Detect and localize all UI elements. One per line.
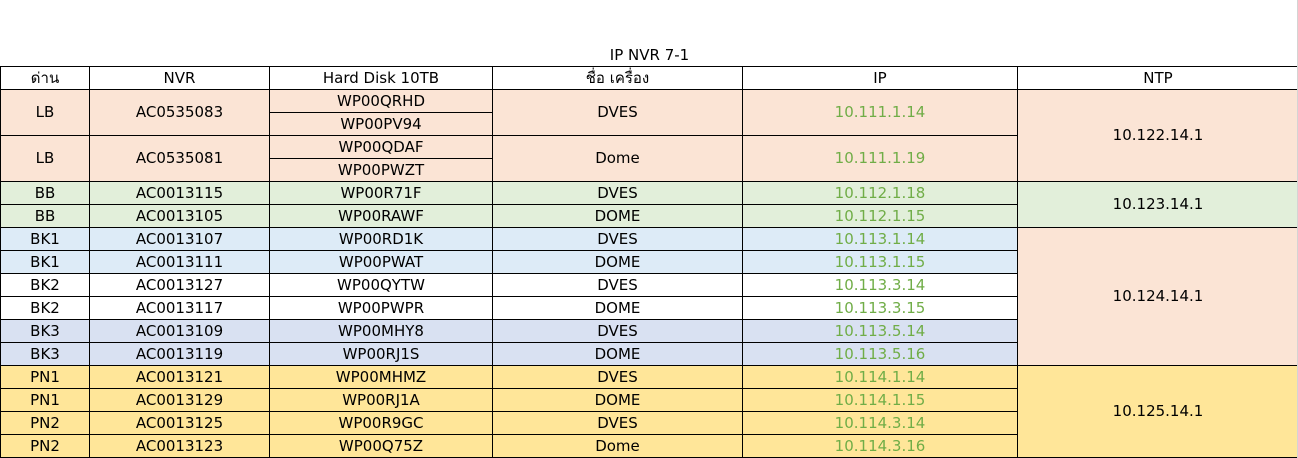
cell-device-name: DOME [492, 296, 743, 320]
cell-disk: WP00QYTW [269, 273, 493, 297]
cell-gate: PN2 [0, 434, 90, 458]
cell-nvr: AC0013115 [89, 181, 270, 205]
cell-gate: LB [0, 89, 90, 136]
header-ip: IP [742, 66, 1018, 90]
cell-disk: WP00PV94 [269, 112, 493, 136]
header-ntp: NTP [1016, 66, 1298, 90]
header-gate: ด่าน [0, 66, 90, 90]
cell-nvr: AC0535083 [89, 89, 270, 136]
cell-gate: PN1 [0, 365, 90, 389]
cell-ntp: 10.122.14.1 [1016, 89, 1298, 182]
cell-ntp: 10.125.14.1 [1016, 365, 1298, 458]
cell-nvr: AC0013125 [89, 411, 270, 435]
header-nvr: NVR [89, 66, 270, 90]
table-row: BK3 AC0013109 WP00MHY8 DVES 10.113.5.14 [0, 319, 1298, 343]
cell-ip: 10.113.1.15 [742, 250, 1018, 274]
cell-disk: WP00RAWF [269, 204, 493, 228]
cell-gate: BB [0, 181, 90, 205]
table-row: WP00PWZT [1, 158, 1298, 182]
cell-gate: PN1 [0, 388, 90, 412]
table-row: BK2 AC0013117 WP00PWPR DOME 10.113.3.15 [0, 296, 1298, 320]
table-row: BB AC0013115 WP00R71F DVES 10.112.1.18 1… [0, 181, 1298, 228]
cell-disk: WP00PWZT [269, 158, 493, 182]
cell-gate: BK3 [0, 342, 90, 366]
table-row: BB AC0013105 WP00RAWF DOME 10.112.1.15 [0, 204, 1298, 228]
cell-device-name: DOME [492, 250, 743, 274]
header-device-name: ชื่อ เครื่อง [492, 66, 743, 90]
cell-ip: 10.113.3.14 [742, 273, 1018, 297]
cell-nvr: AC0013119 [89, 342, 270, 366]
table-row: PN1 AC0013121 WP00MHMZ DVES 10.114.1.14 … [0, 365, 1298, 458]
cell-nvr: AC0013127 [89, 273, 270, 297]
cell-nvr: AC0013129 [89, 388, 270, 412]
cell-gate: PN2 [0, 411, 90, 435]
cell-ip: 10.114.1.15 [742, 388, 1018, 412]
table-row: PN2 AC0013123 WP00Q75Z Dome 10.114.3.16 [0, 434, 1298, 458]
header-hard-disk: Hard Disk 10TB [269, 66, 493, 90]
header-row: ด่าน NVR Hard Disk 10TB ชื่อ เครื่อง IP … [0, 66, 1298, 90]
cell-ip: 10.113.3.15 [742, 296, 1018, 320]
cell-gate: BK3 [0, 319, 90, 343]
cell-nvr: AC0013117 [89, 296, 270, 320]
cell-nvr: AC0013111 [89, 250, 270, 274]
cell-ip: 10.113.1.14 [742, 227, 1018, 251]
cell-gate: BK2 [0, 296, 90, 320]
cell-ip: 10.111.1.14 [742, 89, 1018, 136]
cell-nvr: AC0013107 [89, 227, 270, 251]
cell-nvr: AC0013109 [89, 319, 270, 343]
table-row: BK1 AC0013107 WP00RD1K DVES 10.113.1.14 … [0, 227, 1298, 366]
cell-device-name: DVES [492, 319, 743, 343]
cell-device-name: DOME [492, 388, 743, 412]
table-row: WP00PV94 [1, 112, 1298, 136]
cell-ip: 10.111.1.19 [742, 135, 1018, 182]
cell-disk: WP00RJ1A [269, 388, 493, 412]
cell-ntp: 10.123.14.1 [1016, 181, 1298, 228]
cell-disk: WP00PWPR [269, 296, 493, 320]
cell-ip: 10.112.1.18 [742, 181, 1018, 205]
cell-ip: 10.114.1.14 [742, 365, 1018, 389]
cell-device-name: DVES [492, 227, 743, 251]
nvr-ip-table: IP NVR 7-1 ด่าน NVR Hard Disk 10TB ชื่อ … [0, 44, 1298, 458]
cell-disk: WP00MHY8 [269, 319, 493, 343]
cell-disk: WP00RD1K [269, 227, 493, 251]
table-row: BK2 AC0013127 WP00QYTW DVES 10.113.3.14 [0, 273, 1298, 297]
cell-nvr: AC0013105 [89, 204, 270, 228]
cell-device-name: DVES [492, 411, 743, 435]
cell-disk: WP00PWAT [269, 250, 493, 274]
table-row: LB AC0535081 WP00QDAF Dome 10.111.1.19 [0, 135, 1298, 182]
cell-disk: WP00Q75Z [269, 434, 493, 458]
cell-device-name: DVES [492, 89, 743, 136]
cell-disk: WP00R9GC [269, 411, 493, 435]
cell-ip: 10.112.1.15 [742, 204, 1018, 228]
cell-ntp: 10.124.14.1 [1016, 227, 1298, 366]
cell-ip: 10.114.3.14 [742, 411, 1018, 435]
cell-ip: 10.114.3.16 [742, 434, 1018, 458]
cell-gate: BK1 [0, 227, 90, 251]
cell-gate: BK2 [0, 273, 90, 297]
cell-disk: WP00QDAF [269, 135, 493, 159]
table-title: IP NVR 7-1 [0, 44, 1298, 67]
cell-ip: 10.113.5.14 [742, 319, 1018, 343]
cell-disk: WP00RJ1S [269, 342, 493, 366]
cell-device-name: DVES [492, 273, 743, 297]
cell-gate: LB [0, 135, 90, 182]
cell-disk: WP00R71F [269, 181, 493, 205]
cell-disk: WP00QRHD [269, 89, 493, 113]
table-row: BK1 AC0013111 WP00PWAT DOME 10.113.1.15 [0, 250, 1298, 274]
cell-gate: BK1 [0, 250, 90, 274]
cell-device-name: DOME [492, 204, 743, 228]
cell-gate: BB [0, 204, 90, 228]
cell-device-name: DOME [492, 342, 743, 366]
cell-disk: WP00MHMZ [269, 365, 493, 389]
table-row: LB AC0535083 WP00QRHD DVES 10.111.1.14 1… [0, 89, 1298, 182]
cell-nvr: AC0013123 [89, 434, 270, 458]
cell-device-name: DVES [492, 181, 743, 205]
cell-device-name: Dome [492, 434, 743, 458]
cell-ip: 10.113.5.16 [742, 342, 1018, 366]
cell-device-name: Dome [492, 135, 743, 182]
cell-nvr: AC0535081 [89, 135, 270, 182]
cell-device-name: DVES [492, 365, 743, 389]
cell-nvr: AC0013121 [89, 365, 270, 389]
